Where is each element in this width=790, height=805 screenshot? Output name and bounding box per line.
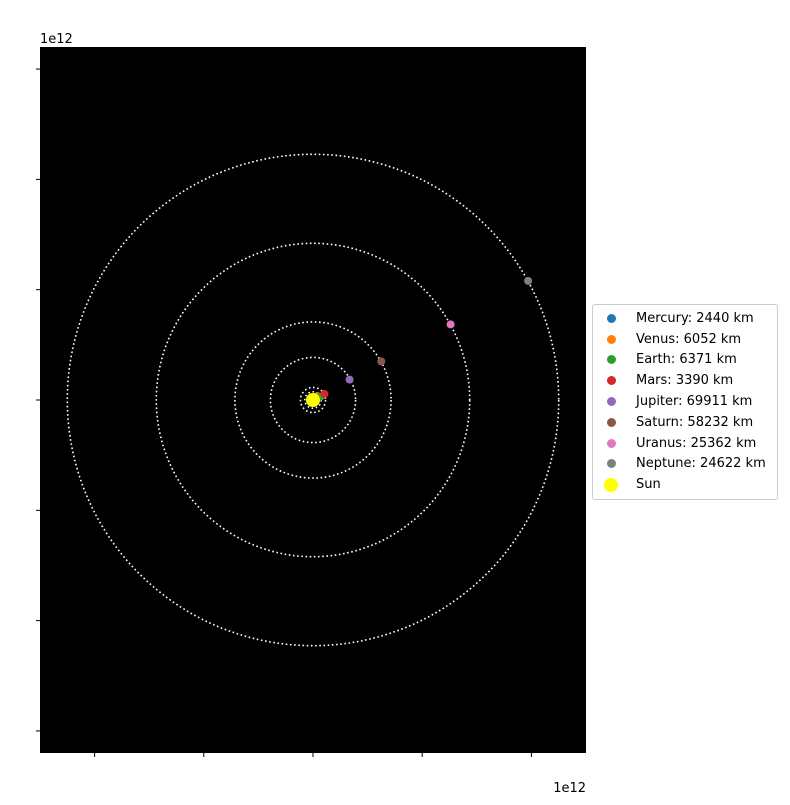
legend-label: Venus: 6052 km [636, 331, 742, 347]
y-axis-ticks [36, 68, 40, 732]
orbit-mars [299, 386, 327, 414]
legend: Mercury: 2440 km Venus: 6052 km Earth: 637… [592, 304, 778, 501]
legend-item-mars: Mars: 3390 km [593, 370, 777, 391]
legend-label: Earth: 6371 km [636, 352, 737, 368]
orbit-jupiter [269, 356, 357, 444]
planet-point-mars [320, 389, 329, 398]
legend-marker [607, 417, 616, 427]
legend-item-uranus: Uranus: 25362 km [593, 433, 777, 454]
legend-marker [607, 459, 616, 469]
orbit-uranus [155, 242, 471, 558]
legend-label: Saturn: 58232 km [636, 414, 754, 430]
orbit-saturn [234, 321, 392, 479]
legend-label: Mercury: 2440 km [636, 310, 754, 326]
legend-marker [607, 355, 616, 365]
planet-point-uranus [446, 320, 455, 329]
legend-item-venus: Venus: 6052 km [593, 329, 777, 350]
legend-marker [607, 313, 616, 323]
sun-point [306, 393, 320, 407]
legend-label: Mars: 3390 km [636, 373, 734, 389]
orbit-neptune [66, 153, 560, 647]
legend-label: Neptune: 24622 km [636, 456, 766, 472]
legend-item-mercury: Mercury: 2440 km [593, 308, 777, 329]
planet-point-neptune [524, 276, 533, 285]
legend-label: Sun [636, 477, 661, 493]
legend-marker [607, 397, 616, 407]
legend-label: Uranus: 25362 km [636, 435, 757, 451]
x-offset-label: 1e12 [553, 781, 586, 796]
legend-item-saturn: Saturn: 58232 km [593, 412, 777, 433]
y-offset-label: 1e12 [40, 32, 73, 47]
legend-item-neptune: Neptune: 24622 km [593, 454, 777, 475]
x-axis-ticks [94, 753, 532, 757]
legend-marker [607, 438, 616, 448]
legend-marker [607, 334, 616, 344]
legend-marker [607, 376, 616, 386]
legend-item-sun: Sun [593, 474, 777, 495]
sun-group [306, 393, 320, 407]
legend-item-earth: Earth: 6371 km [593, 350, 777, 371]
planet-point-jupiter [345, 375, 354, 384]
legend-label: Jupiter: 69911 km [636, 394, 753, 410]
legend-marker [604, 477, 618, 492]
planet-point-saturn [377, 357, 386, 366]
legend-item-jupiter: Jupiter: 69911 km [593, 391, 777, 412]
